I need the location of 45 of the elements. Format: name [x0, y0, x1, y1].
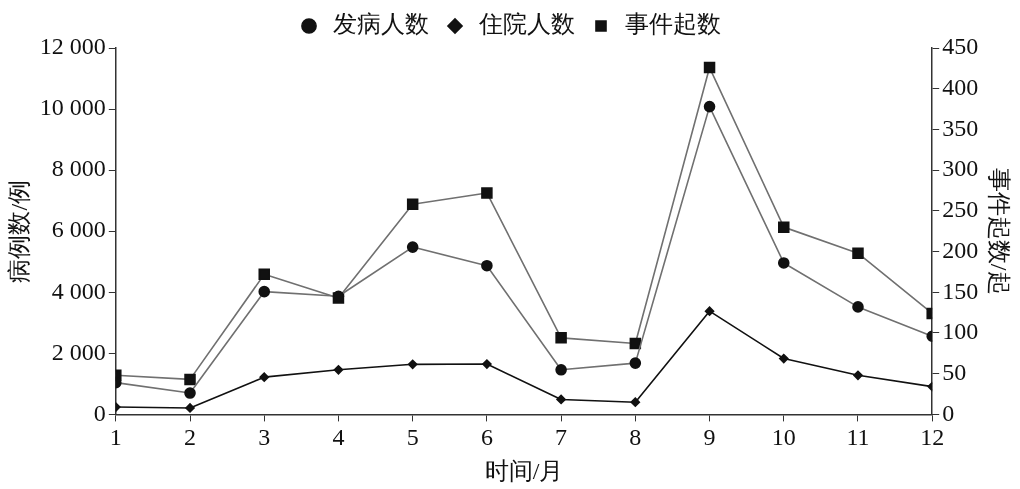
y-tick-label: 2 000 [51, 338, 106, 365]
legend-label: 发病人数 [333, 11, 429, 38]
y2-tick-label: 200 [942, 236, 979, 263]
y-tick-label: 12 000 [39, 33, 106, 60]
point [778, 353, 789, 364]
point [704, 306, 715, 316]
y-tick-label: 8 000 [51, 155, 106, 182]
legend-label: 住院人数 [478, 11, 575, 38]
point [556, 394, 566, 405]
x-tick-label: 8 [629, 424, 642, 451]
point [185, 403, 195, 413]
y-tick-label: 0 [93, 399, 106, 426]
y2-axis-title: 事件起数/起 [986, 167, 1013, 295]
point [333, 365, 344, 375]
x-tick-label: 6 [480, 424, 493, 451]
y2-tick-label: 0 [942, 399, 955, 426]
point [482, 359, 492, 369]
x-tick-label: 10 [771, 424, 796, 451]
y-tick-label: 10 000 [39, 94, 106, 121]
point [259, 372, 270, 382]
x-tick-label: 4 [332, 424, 345, 451]
x-tick-label: 11 [846, 424, 870, 451]
y-tick-label: 6 000 [51, 216, 106, 243]
x-tick-label: 5 [406, 424, 419, 451]
y-axis-title: 病例数/例 [5, 179, 32, 283]
point [407, 359, 418, 370]
y2-tick-label: 350 [942, 114, 979, 141]
y2-tick-label: 450 [942, 33, 979, 60]
y2-tick-label: 50 [942, 358, 967, 385]
y2-tick-label: 150 [942, 277, 979, 304]
x-tick-label: 12 [920, 424, 945, 451]
x-tick-label: 7 [555, 424, 568, 451]
x-tick-label: 1 [109, 424, 122, 451]
y2-tick-label: 400 [942, 74, 979, 101]
point [853, 370, 863, 381]
y2-tick-label: 100 [942, 318, 979, 345]
x-tick-label: 3 [258, 424, 271, 451]
x-axis-title: 时间/月 [484, 457, 564, 484]
y2-tick-label: 250 [942, 196, 979, 223]
legend-label: 事件起数 [625, 11, 721, 38]
y-tick-label: 4 000 [51, 277, 106, 304]
x-tick-label: 9 [703, 424, 716, 451]
y2-tick-label: 300 [942, 155, 979, 182]
point [630, 397, 641, 407]
x-tick-label: 2 [184, 424, 197, 451]
